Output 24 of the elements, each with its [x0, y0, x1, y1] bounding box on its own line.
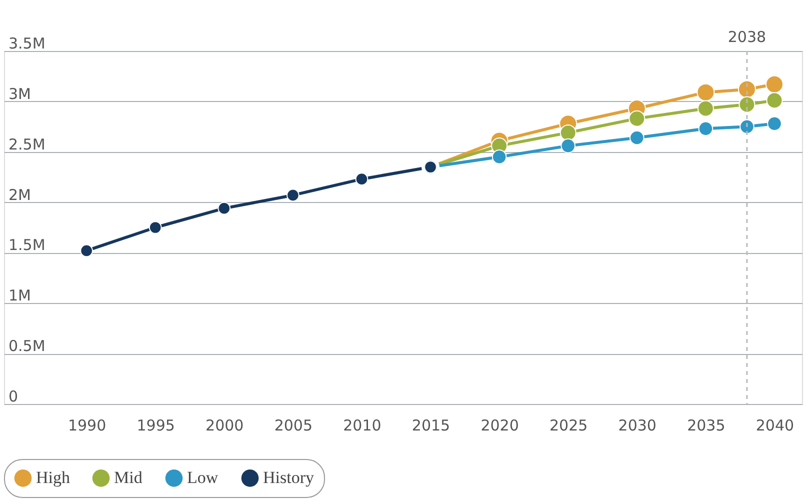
x-tick-label: 2000: [206, 416, 244, 434]
x-tick-label: 2015: [412, 416, 450, 434]
x-tick-label: 2010: [343, 416, 382, 434]
x-tick-label: 2025: [550, 416, 588, 434]
x-tick-label: 2005: [274, 416, 313, 434]
y-tick-label: 1M: [8, 286, 31, 305]
x-tick-label: 1990: [68, 416, 106, 434]
legend-label: High: [36, 468, 70, 488]
y-tick-label: 3M: [8, 84, 31, 103]
y-tick-label: 0: [8, 388, 18, 406]
y-tick-label: 2M: [8, 186, 31, 204]
legend-label: History: [263, 468, 314, 488]
ref-line-label: 2038: [728, 28, 766, 46]
y-tick-label: 1.5M: [8, 236, 46, 254]
x-tick-label: 2030: [618, 416, 656, 434]
x-tick-label: 1995: [136, 416, 175, 434]
x-tick-label: 2040: [756, 416, 794, 434]
legend-label: Low: [187, 468, 219, 488]
x-tick-label: 2035: [687, 416, 726, 434]
y-tick-label: 2.5M: [8, 135, 46, 154]
y-tick-label: 3.5M: [8, 34, 46, 52]
y-tick-label: 0.5M: [8, 337, 46, 356]
legend-label: Mid: [114, 468, 143, 488]
x-tick-label: 2020: [480, 416, 519, 434]
